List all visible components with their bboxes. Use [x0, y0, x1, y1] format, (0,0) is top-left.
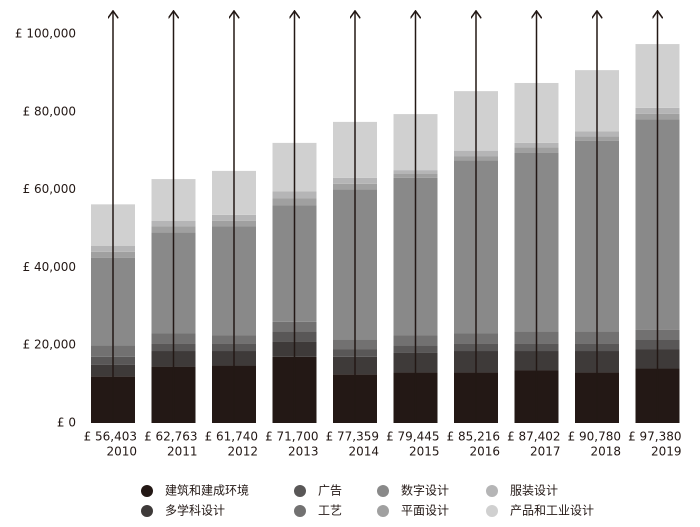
total-label: £ 77,359: [326, 430, 379, 444]
legend-label: 数字设计: [401, 483, 449, 498]
x-tick-label: 2017: [530, 445, 561, 459]
x-tick-label: 2012: [227, 445, 258, 459]
y-tick-label: £ 20,000: [23, 338, 76, 352]
total-label: £ 62,763: [144, 430, 197, 444]
legend-swatch: [294, 485, 306, 497]
legend-label: 平面设计: [401, 504, 449, 518]
y-tick-label: £ 40,000: [23, 260, 76, 274]
total-label: £ 71,700: [265, 430, 318, 444]
total-label: £ 56,403: [84, 430, 137, 444]
x-tick-label: 2011: [167, 445, 198, 459]
legend-label: 工艺: [318, 504, 342, 518]
x-tick-label: 2016: [469, 445, 500, 459]
x-tick-label: 2013: [288, 445, 319, 459]
legend-swatch: [486, 505, 498, 517]
x-tick-label: 2014: [348, 445, 379, 459]
total-label: £ 61,740: [205, 430, 258, 444]
legend-swatch: [141, 505, 153, 517]
x-tick-label: 2010: [106, 445, 137, 459]
x-tick-label: 2019: [651, 445, 682, 459]
legend-swatch: [294, 505, 306, 517]
y-tick-label: £ 0: [57, 416, 76, 430]
y-tick-label: £ 100,000: [15, 26, 76, 40]
total-label: £ 87,402: [507, 430, 560, 444]
legend-label: 服装设计: [510, 484, 558, 498]
total-label: £ 79,445: [386, 430, 439, 444]
legend-label: 广告: [318, 484, 342, 498]
y-tick-label: £ 60,000: [23, 182, 76, 196]
legend-label: 产品和工业设计: [510, 504, 594, 518]
y-tick-label: £ 80,000: [23, 104, 76, 118]
total-label: £ 90,780: [568, 430, 621, 444]
legend-label: 建筑和建成环境: [165, 483, 249, 498]
x-tick-label: 2018: [590, 445, 621, 459]
total-label: £ 97,380: [628, 430, 681, 444]
legend-swatch: [377, 505, 389, 517]
legend-label: 多学科设计: [165, 503, 225, 518]
x-tick-label: 2015: [409, 445, 440, 459]
legend-swatch: [486, 485, 498, 497]
total-label: £ 85,216: [447, 430, 500, 444]
legend-swatch: [141, 485, 153, 497]
legend-swatch: [377, 485, 389, 497]
